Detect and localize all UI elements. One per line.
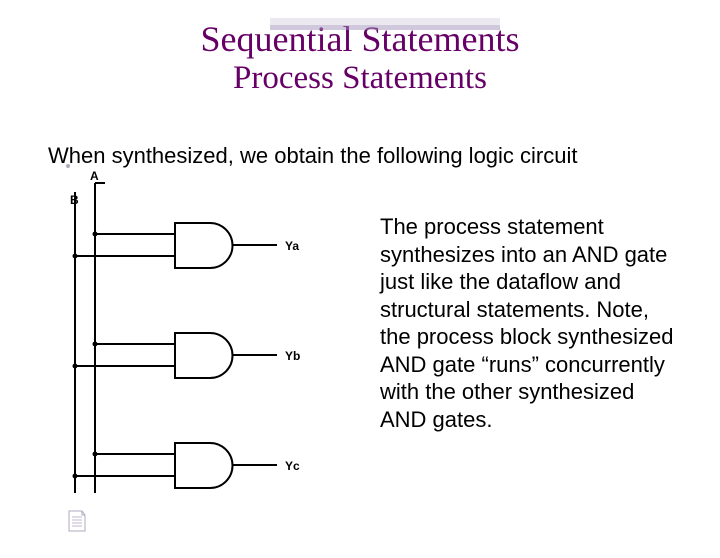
slide: Sequential Statements Process Statements… [0, 18, 720, 558]
page-turn-icon [68, 510, 86, 532]
logic-circuit-diagram: ABYaYbYc [60, 168, 340, 538]
explanation-text: The process statement synthesizes into a… [380, 213, 680, 433]
svg-text:Yc: Yc [285, 459, 300, 473]
svg-text:A: A [90, 169, 99, 183]
svg-text:Yb: Yb [285, 349, 300, 363]
title-line-2: Process Statements [0, 60, 720, 97]
svg-text:Ya: Ya [285, 239, 299, 253]
circuit-svg: ABYaYbYc [60, 168, 340, 538]
decor-top-bar [270, 18, 500, 30]
intro-text: When synthesized, we obtain the followin… [48, 143, 578, 169]
